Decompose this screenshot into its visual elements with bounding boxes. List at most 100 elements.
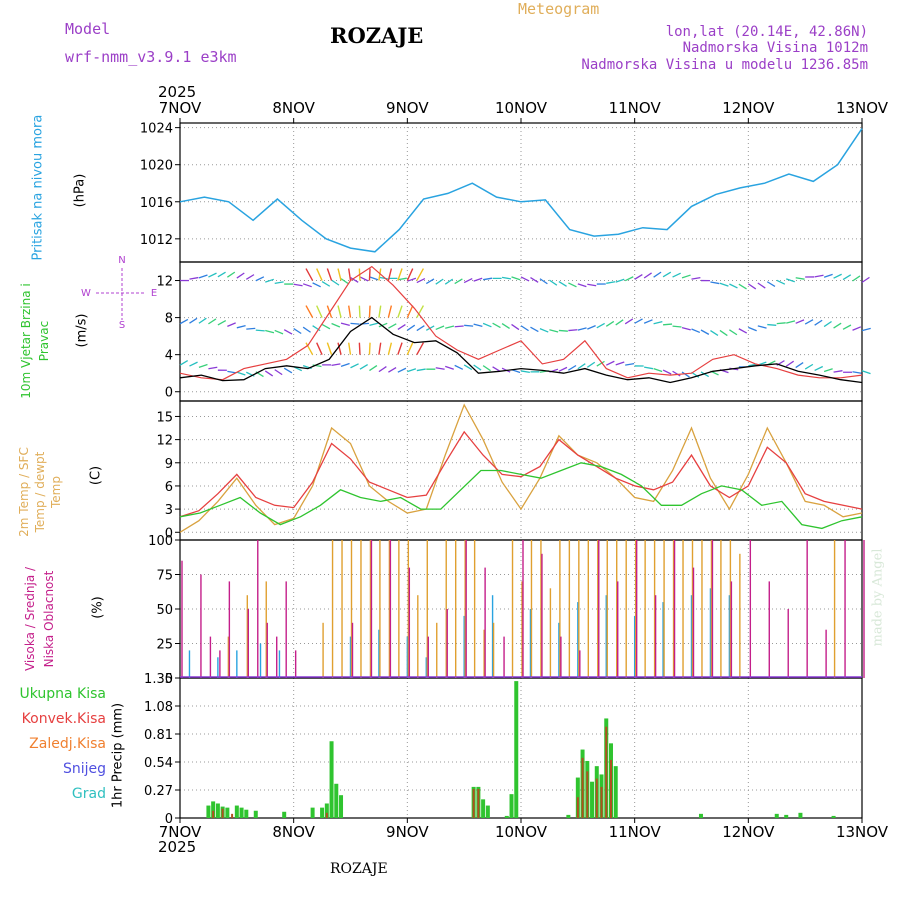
wind-arrow [852,371,862,374]
wind-arrow [473,277,483,282]
wind-arrow [388,323,397,329]
wind-arrow [719,329,728,337]
wind-arrow-strong [305,268,314,281]
wind-gust-line [179,265,863,381]
wind-arrow-strong [397,305,403,318]
meteogram-subtitle: Meteogram [518,0,600,18]
wind-arrow [776,279,786,285]
wind-arrow-strong [368,305,371,318]
wind-arrow [388,366,397,373]
y-tick-label: 8 [165,312,173,327]
wind-arrow [255,329,265,332]
wind-arrow [283,329,293,335]
wind-arrow-strong [387,305,393,318]
wind-arrow [861,370,871,375]
wind-arrow [719,282,729,287]
wind-arrow [539,328,549,333]
convective-bar [595,778,598,818]
wind-arrow [198,317,207,324]
wind-arrow [757,282,766,289]
precip-bar [774,813,779,818]
wind-arrow [463,278,473,284]
precip-bar [485,805,490,818]
wind-arrow [198,274,208,279]
wind-speed-line [179,316,863,384]
wind-arrow [823,320,832,328]
wind-arrow-strong [378,305,382,318]
model-elevation-label: Nadmorska Visina u modelu 1236.85m [581,57,868,73]
wind-arrow-strong [406,305,414,318]
wind-arrow [861,327,871,332]
wind-arrow [842,324,852,330]
date-label-bottom: 12NOV [722,823,775,841]
wind-arrow [530,326,539,333]
date-label-bottom: 7NOV [159,823,202,841]
wind-arrow [795,277,805,280]
wind-arrow [444,278,454,285]
wind-arrow [236,371,246,376]
wind-arrow [795,361,804,369]
wind-arrow [587,283,597,287]
wind-arrow [198,363,208,368]
precip-bar [282,811,287,818]
wind-arrow [729,329,738,336]
wind-arrow [587,325,596,330]
page-title: ROZAJE [330,23,424,48]
wind-arrow [245,274,255,280]
wind-arrow-strong [305,342,314,356]
wind-arrow [321,281,331,287]
wind-arrow [786,320,796,324]
wind-arrow [331,279,340,286]
wind-arrow [747,283,757,290]
wind-arrow [445,325,455,329]
wind-arrow [473,323,483,327]
wind-arrow [653,320,663,325]
wind-arrow [283,367,293,374]
wind-arrow [416,325,425,332]
y-tick-label: 0 [165,386,173,401]
wind-arrow [274,369,283,376]
wind-arrow [236,272,245,279]
y-tick-label: 1012 [140,233,173,248]
wind-arrow [226,271,236,278]
wind-arrow [293,328,302,335]
wind-arrow [331,322,341,328]
wind-arrow [568,282,577,288]
wind-arrow-strong [378,342,382,355]
wind-arrow-strong [406,268,414,281]
wind-arrow [492,366,501,372]
wind-arrow [293,283,303,287]
wind-arrow [842,274,852,281]
wind-arrow [369,365,378,372]
y-tick-label: 12 [156,434,173,449]
wind-arrow-strong [348,305,352,318]
wind-arrow [766,281,776,287]
precip-bar [509,794,514,818]
pressure-line [179,128,863,253]
model-name: wrf-nmm_v3.9.1 e3km [65,48,237,66]
wind-arrow [208,318,217,325]
wind-arrow [501,323,510,330]
wind-arrow [785,360,795,367]
wind-arrow [445,365,454,370]
year-bottom: 2025 [158,838,197,856]
precip-bar [225,807,230,818]
y-tick-label: 1016 [140,196,173,211]
wind-compass-label: N [118,255,125,266]
date-label-top: 8NOV [272,99,315,117]
wind-arrow [435,367,445,370]
wind-arrow [179,318,189,325]
wind-arrow [861,276,870,283]
wind-arrow-strong [368,268,371,281]
precip-bar [566,814,571,818]
wind-arrow [397,367,407,373]
wind-arrow [407,368,417,373]
wind-arrow [814,319,823,326]
legend-zaledj: Zaledj.Kisa [29,736,106,752]
wind-arrow [596,360,605,367]
wind-arrow [672,272,681,278]
wind-arrow [558,329,568,332]
wind-arrow [189,276,199,280]
wind-arrow [662,369,672,375]
